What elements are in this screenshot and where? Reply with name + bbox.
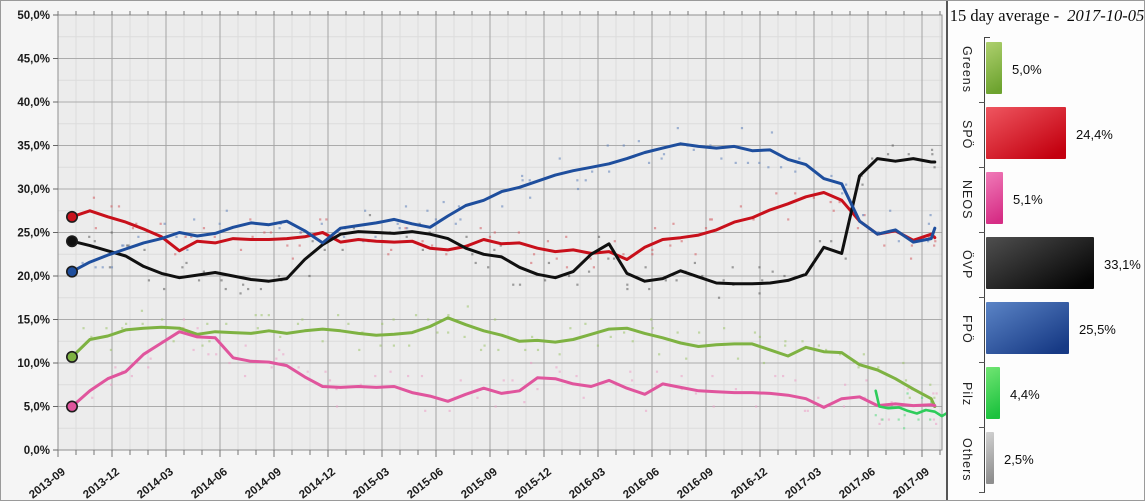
others-value: 2,5% [1004, 452, 1034, 467]
y-tick-label: 50,0% [17, 10, 50, 22]
greens-bar [986, 42, 1002, 94]
legend-row-spö: SPÖ 24,4% [948, 102, 1144, 167]
legend-axis-cap [984, 37, 990, 38]
neos-average-line [70, 330, 937, 409]
party-label: Others [960, 437, 974, 482]
legend-axis-tick [979, 492, 985, 493]
x-tick-label: 2013-12 [81, 466, 122, 501]
y-tick-label: 25,0% [17, 228, 50, 240]
y-tick-label: 35,0% [17, 141, 50, 153]
fpö-value: 25,5% [1079, 322, 1116, 337]
oevp-average-line [70, 157, 937, 286]
party-label: NEOS [960, 179, 974, 220]
x-tick-label: 2016-03 [567, 466, 608, 501]
legend-panel: 15 day average - 2017-10-05 Greens 5,0% SP… [946, 1, 1145, 500]
y-tick-label: 45,0% [17, 54, 50, 66]
election-result-dots [66, 210, 79, 413]
spö-bar [986, 107, 1066, 159]
legend-axis-tick [979, 427, 985, 428]
övp-bar [986, 237, 1094, 289]
legend-axis-tick [979, 102, 985, 103]
legend-title: 15 day average - 2017-10-05 [948, 6, 1145, 26]
others-bar [986, 432, 994, 484]
spoe-average-line [70, 191, 937, 261]
gridlines [57, 14, 943, 451]
fpoe-average-line [70, 142, 937, 274]
x-tick-label: 2016-06 [621, 466, 662, 501]
greens-average-line [70, 316, 937, 408]
party-label: Pilz [960, 382, 974, 407]
övp-value: 33,1% [1104, 257, 1141, 272]
chart-area: 0,0% 5,0% 10,0% 15,0% 20,0% 25,0% 30,0% 35,0% 40… [1, 1, 951, 501]
spö-value: 24,4% [1076, 127, 1113, 142]
x-tick-label: 2015-03 [351, 466, 392, 501]
y-tick-label: 10,0% [17, 358, 50, 370]
fpö-bar [986, 302, 1069, 354]
party-label: FPÖ [960, 315, 974, 344]
x-tick-label: 2013-09 [27, 466, 68, 501]
party-label: SPÖ [960, 119, 974, 150]
x-tick-label: 2017-06 [837, 466, 878, 501]
party-label: Greens [960, 46, 974, 93]
poll-trend-chart: 0,0% 5,0% 10,0% 15,0% 20,0% 25,0% 30,0% 35,0% 40… [17, 10, 951, 501]
x-tick-label: 2014-12 [297, 466, 338, 501]
x-tick-label: 2017-03 [783, 466, 824, 501]
x-tick-label: 2016-09 [675, 466, 716, 501]
legend-row-pilz: Pilz 4,4% [948, 362, 1144, 427]
fpoe-election-dot [66, 265, 79, 278]
greens-value: 5,0% [1012, 62, 1042, 77]
axis-ticks [53, 11, 941, 457]
legend-axis-tick [979, 232, 985, 233]
pilz-average-line [874, 389, 951, 418]
greens-election-dot [66, 350, 79, 363]
x-tick-label: 2017-09 [891, 466, 932, 501]
legend-row-övp: ÖVP 33,1% [948, 232, 1144, 297]
legend-row-others: Others 2,5% [948, 427, 1144, 492]
x-tick-label: 2016-12 [729, 466, 770, 501]
y-tick-label: 0,0% [24, 445, 50, 457]
legend-row-greens: Greens 5,0% [948, 37, 1144, 102]
y-tick-label: 5,0% [24, 402, 50, 414]
x-tick-label: 2015-12 [513, 466, 554, 501]
legend-axis-tick [979, 362, 985, 363]
y-tick-label: 40,0% [17, 97, 50, 109]
x-tick-label: 2014-03 [135, 466, 176, 501]
oevp-election-dot [66, 235, 79, 248]
x-tick-label: 2014-06 [189, 466, 230, 501]
pilz-bar [986, 367, 1000, 419]
legend-row-fpö: FPÖ 25,5% [948, 297, 1144, 362]
x-axis-labels: 2013-09 2013-12 2014-03 2014-06 2014-09 2014-… [27, 466, 932, 501]
legend-axis [984, 37, 985, 493]
y-tick-label: 20,0% [17, 271, 50, 283]
y-tick-label: 30,0% [17, 184, 50, 196]
legend-title-date: 2017-10-05 [1067, 6, 1145, 25]
pilz-value: 4,4% [1010, 387, 1040, 402]
x-tick-label: 2015-06 [405, 466, 446, 501]
neos-bar [986, 172, 1003, 224]
spoe-election-dot [66, 210, 79, 223]
y-axis-labels: 0,0% 5,0% 10,0% 15,0% 20,0% 25,0% 30,0% 35,0% 40… [17, 10, 50, 457]
legend-axis-tick [979, 297, 985, 298]
neos-value: 5,1% [1013, 192, 1043, 207]
legend-axis-tick [979, 167, 985, 168]
y-tick-label: 15,0% [17, 315, 50, 327]
x-tick-label: 2014-09 [243, 466, 284, 501]
neos-election-dot [66, 400, 79, 413]
x-tick-label: 2015-09 [459, 466, 500, 501]
legend-row-neos: NEOS 5,1% [948, 167, 1144, 232]
party-label: ÖVP [960, 249, 974, 280]
legend-title-text: 15 day average - [949, 6, 1064, 25]
